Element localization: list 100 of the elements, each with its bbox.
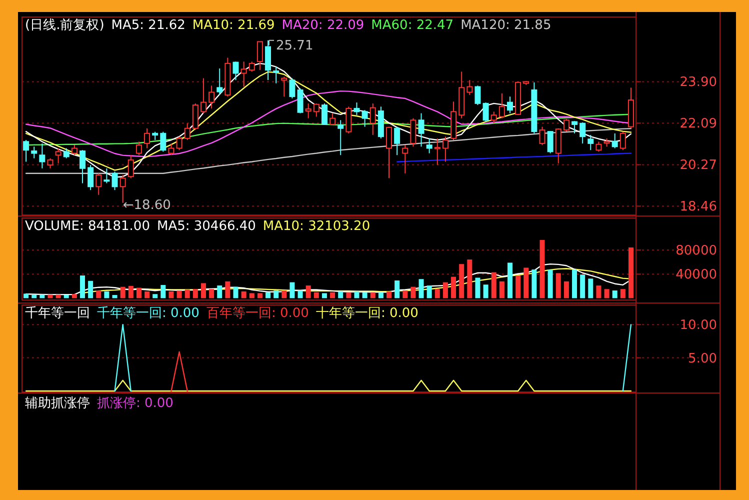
bar — [160, 284, 166, 298]
candlestick — [362, 110, 368, 128]
bar — [467, 259, 472, 298]
bar — [516, 275, 521, 298]
candlestick — [338, 120, 344, 156]
bar — [346, 292, 352, 298]
bar — [104, 291, 110, 298]
bar — [112, 294, 118, 298]
bar — [48, 294, 53, 298]
candlestick — [539, 126, 546, 146]
bar — [451, 276, 456, 298]
candlestick — [168, 142, 174, 156]
candlestick — [402, 144, 408, 174]
bar — [507, 262, 512, 298]
candlestick — [426, 138, 432, 154]
bar — [378, 292, 384, 298]
candlestick — [346, 106, 352, 134]
candlestick — [273, 66, 280, 84]
line-series — [396, 152, 632, 162]
annotation: 25.71 — [276, 38, 314, 54]
text: 百年等一回: 0.00 — [206, 306, 309, 321]
candlestick — [88, 164, 94, 191]
bar — [580, 274, 586, 298]
candlestick — [289, 78, 296, 99]
bar — [524, 268, 529, 298]
bar — [282, 290, 287, 298]
candlestick — [216, 68, 223, 96]
bar — [290, 282, 295, 298]
chart-title: VOLUME: 84181.00 — [25, 219, 150, 234]
bar — [80, 275, 85, 298]
candlestick — [410, 118, 416, 148]
bar — [168, 291, 174, 298]
y-tick-label: 23.90 — [680, 75, 717, 90]
bar — [217, 285, 222, 298]
bar — [96, 290, 102, 298]
candlestick — [563, 118, 570, 132]
candlestick — [418, 112, 424, 148]
candlestick — [208, 85, 215, 109]
candlestick — [466, 80, 473, 96]
bar — [72, 294, 77, 298]
bar — [483, 284, 488, 298]
candlestick — [160, 131, 166, 152]
candlestick — [176, 136, 182, 151]
bar — [491, 272, 496, 298]
candlestick — [31, 146, 38, 159]
candlestick — [394, 126, 400, 156]
text: MA120: 21.85 — [460, 18, 552, 33]
annotation: ←18.60 — [122, 198, 171, 213]
text: MA10: 21.69 — [192, 18, 275, 33]
y-tick-label: 18.46 — [680, 200, 717, 215]
bar — [322, 293, 327, 298]
candlestick — [580, 122, 586, 144]
candlestick — [612, 132, 618, 149]
bar — [475, 278, 480, 298]
bar — [564, 281, 569, 298]
bar — [184, 290, 190, 298]
bar — [532, 269, 537, 298]
bar — [442, 282, 448, 298]
text: 十年等一回: 0.00 — [316, 306, 418, 321]
bar — [144, 291, 150, 298]
candlestick — [386, 126, 392, 179]
candlestick — [23, 140, 30, 162]
candlestick — [588, 134, 594, 151]
bar — [612, 290, 618, 298]
text: MA5: 21.62 — [111, 18, 186, 33]
bar — [24, 294, 29, 298]
bar — [394, 280, 400, 298]
bar — [596, 285, 602, 298]
bar — [225, 281, 230, 298]
candlestick — [71, 144, 78, 156]
candlestick — [112, 171, 118, 191]
bar — [540, 240, 545, 298]
bar — [257, 293, 262, 298]
bar — [209, 289, 214, 298]
bar — [620, 289, 626, 298]
candlestick — [305, 102, 312, 119]
bar — [499, 281, 504, 298]
text: MA10: 32103.20 — [262, 219, 370, 234]
candlestick — [370, 102, 376, 136]
text: 辅助抓涨停 — [25, 396, 90, 411]
chart-title: (日线.前复权) — [25, 18, 104, 33]
text: 抓涨停: 0.00 — [97, 396, 174, 411]
candlestick — [144, 128, 150, 149]
bar — [588, 278, 594, 298]
candlestick — [498, 92, 505, 119]
y-tick-label: 10.00 — [680, 318, 717, 334]
candlestick — [128, 154, 134, 179]
candlestick — [572, 120, 578, 134]
candlestick — [55, 148, 62, 164]
candlestick — [136, 141, 142, 156]
text: MA60: 22.47 — [371, 18, 454, 33]
bar — [354, 291, 360, 298]
bar — [152, 294, 158, 298]
bar — [572, 269, 578, 298]
bar — [314, 292, 319, 298]
candlestick — [63, 148, 70, 159]
bar — [426, 285, 432, 298]
candlestick — [330, 112, 336, 126]
bar — [306, 285, 311, 298]
candlestick — [474, 85, 481, 106]
